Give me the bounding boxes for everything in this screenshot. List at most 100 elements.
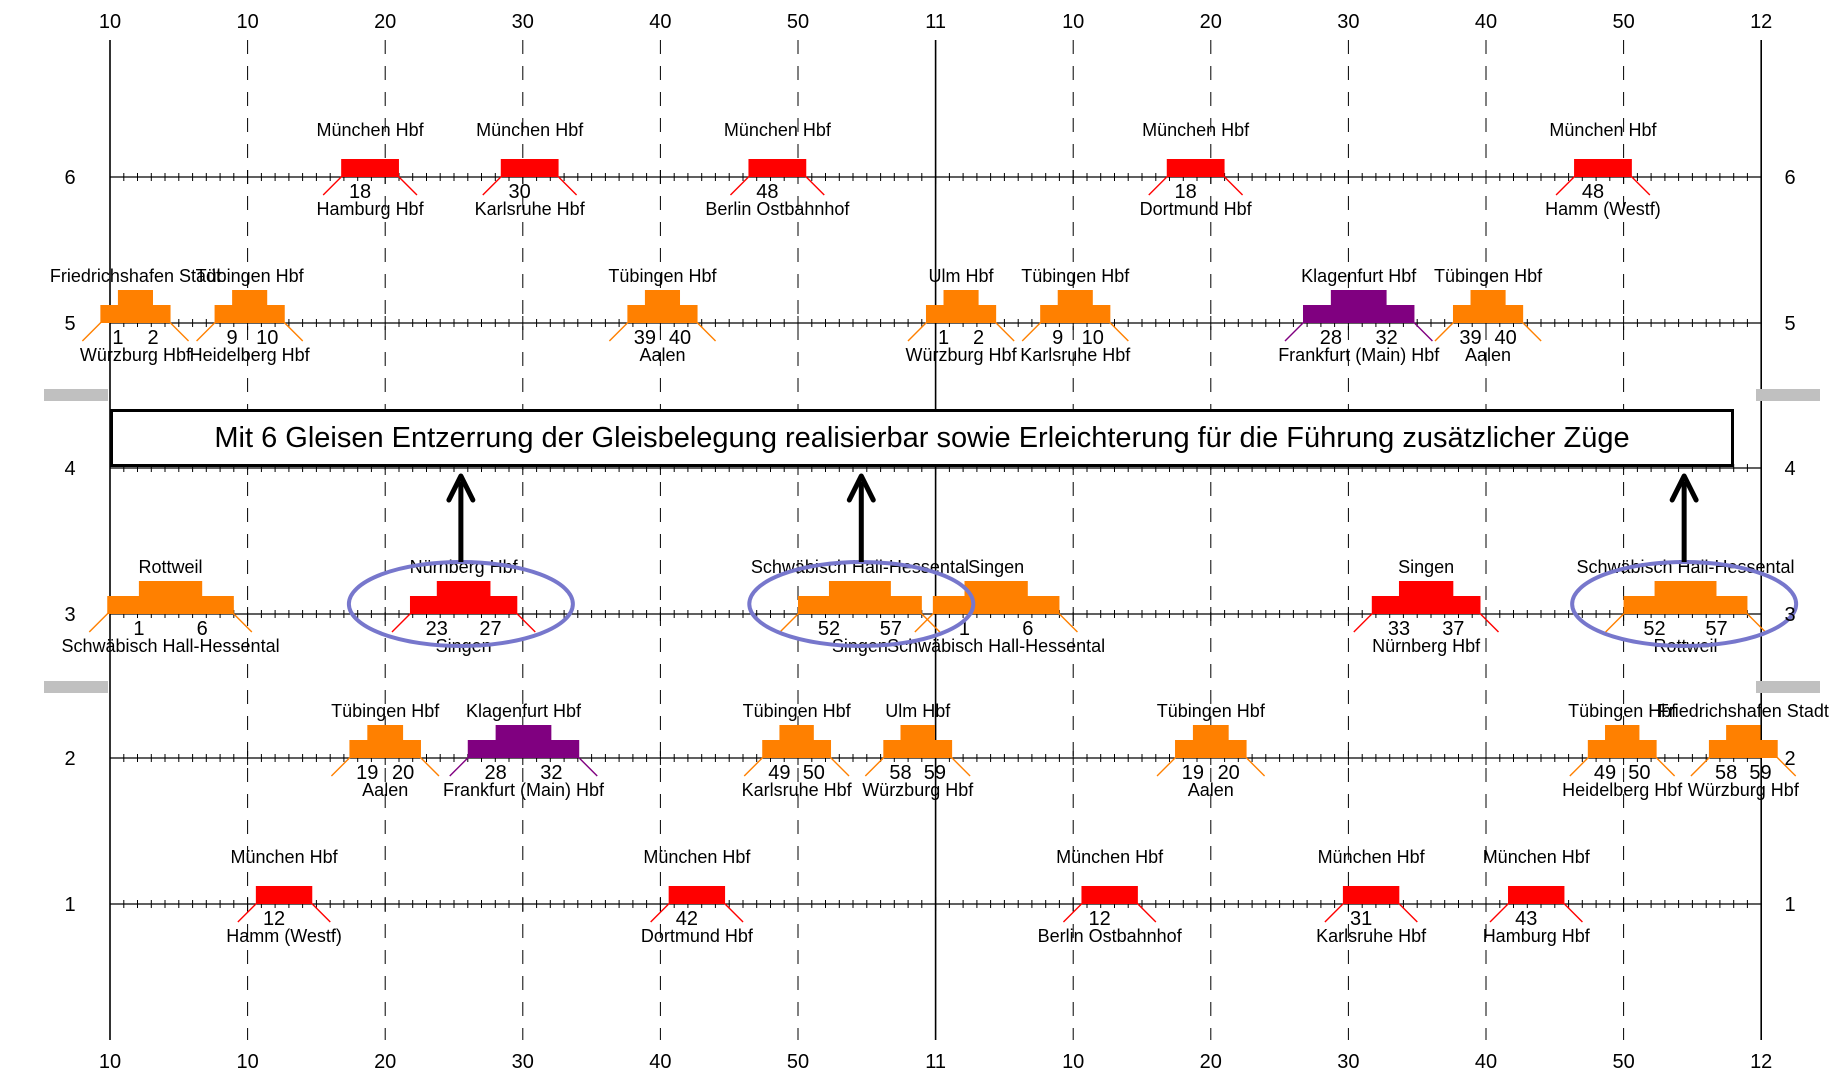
arrival-minute: 23 bbox=[426, 618, 448, 640]
departure-minute: 40 bbox=[669, 327, 691, 349]
minute-label-bottom: 40 bbox=[649, 1051, 671, 1072]
origin-label: München Hbf bbox=[1483, 847, 1591, 867]
origin-label: München Hbf bbox=[1318, 847, 1426, 867]
highlight-markers bbox=[346, 473, 1799, 648]
occupancy-block-top bbox=[117, 290, 153, 306]
arrival-minute: 39 bbox=[1459, 327, 1481, 349]
destination-label: Karlsruhe Hbf bbox=[1316, 926, 1427, 946]
departure-connector bbox=[695, 320, 717, 342]
arrival-minute: 58 bbox=[1715, 762, 1737, 784]
arrival-minute: 30 bbox=[509, 181, 531, 203]
time-grid bbox=[44, 40, 1820, 1040]
minute-label-bottom: 10 bbox=[236, 1051, 258, 1072]
track-label-right: 1 bbox=[1784, 894, 1795, 916]
occupancy-block-top bbox=[943, 290, 979, 306]
occupancy-block-top bbox=[1654, 581, 1717, 597]
departure-connector bbox=[1135, 901, 1157, 923]
departure-connector bbox=[1478, 611, 1499, 633]
arrival-minute: 49 bbox=[768, 762, 790, 784]
arrival-minute: 48 bbox=[756, 181, 778, 203]
arrival-connector bbox=[1489, 901, 1511, 923]
minute-label-top: 30 bbox=[512, 11, 534, 33]
departure-connector bbox=[418, 755, 440, 777]
departure-connector bbox=[396, 174, 418, 196]
origin-label: Friedrichshafen Stadt bbox=[50, 266, 221, 286]
arrival-connector bbox=[1605, 611, 1627, 633]
occupancy-1-25: München Hbf Hamm (Westf)12 bbox=[226, 847, 342, 946]
highlight-arrow-head bbox=[846, 473, 876, 503]
occupancy-block-top bbox=[779, 725, 814, 741]
arrival-minute: 43 bbox=[1515, 908, 1537, 930]
origin-label: Schwäbisch Hall-Hessental bbox=[751, 557, 969, 577]
origin-label: Klagenfurt Hbf bbox=[1301, 266, 1417, 286]
origin-label: Tübingen Hbf bbox=[743, 701, 852, 721]
departure-minute: 6 bbox=[197, 618, 208, 640]
minute-label-top: 12 bbox=[1750, 11, 1772, 33]
destination-label: Hamburg Hbf bbox=[1483, 926, 1591, 946]
minute-label-bottom: 30 bbox=[512, 1051, 534, 1072]
departure-connector bbox=[1411, 320, 1433, 342]
arrival-connector bbox=[1434, 320, 1456, 342]
arrival-connector bbox=[1156, 755, 1178, 777]
departure-minute: 20 bbox=[392, 762, 414, 784]
minute-label-bottom: 20 bbox=[1200, 1051, 1222, 1072]
occupancy-block-top bbox=[644, 290, 681, 306]
minute-label-top: 11 bbox=[925, 11, 946, 33]
arrival-connector bbox=[449, 755, 471, 777]
arrival-minute: 48 bbox=[1582, 181, 1604, 203]
minute-label-top: 30 bbox=[1337, 11, 1359, 33]
occupancy-block-top bbox=[1192, 725, 1229, 741]
departure-minute: 10 bbox=[1082, 327, 1104, 349]
arrival-connector bbox=[81, 320, 103, 342]
occupancy-block bbox=[1623, 596, 1748, 614]
minute-label-top: 40 bbox=[1475, 11, 1497, 33]
minute-label-top: 50 bbox=[1612, 11, 1634, 33]
track-label-left: 5 bbox=[64, 313, 75, 335]
track-label-left: 6 bbox=[64, 167, 75, 189]
occupancy-block bbox=[1452, 305, 1524, 323]
departure-connector bbox=[514, 611, 536, 633]
minute-label-bottom: 40 bbox=[1475, 1051, 1497, 1072]
arrival-minute: 31 bbox=[1350, 908, 1372, 930]
departure-connector bbox=[1654, 755, 1676, 777]
occupancy-block bbox=[409, 596, 518, 614]
departure-connector bbox=[1629, 174, 1651, 196]
arrival-connector bbox=[1284, 320, 1306, 342]
occupancy-block bbox=[255, 886, 313, 904]
callout-text: Mit 6 Gleisen Entzerrung der Gleisbelegu… bbox=[214, 421, 1630, 454]
arrival-minute: 12 bbox=[263, 908, 285, 930]
minute-label-bottom: 50 bbox=[787, 1051, 809, 1072]
departure-minute: 37 bbox=[1442, 618, 1464, 640]
callout-box: Mit 6 Gleisen Entzerrung der Gleisbelegu… bbox=[110, 409, 1734, 467]
origin-label: Nürnberg Hbf bbox=[410, 557, 519, 577]
departure-connector bbox=[993, 320, 1015, 342]
destination-label: Karlsruhe Hbf bbox=[1020, 345, 1131, 365]
destination-label: Würzburg Hbf bbox=[80, 345, 192, 365]
destination-label: Frankfurt (Main) Hbf bbox=[1278, 345, 1440, 365]
departure-connector bbox=[231, 611, 253, 633]
origin-label: München Hbf bbox=[1549, 120, 1657, 140]
occupancy-block bbox=[467, 740, 580, 758]
arrival-minute: 1 bbox=[133, 618, 144, 640]
occupancy-block bbox=[627, 305, 698, 323]
arrival-minute: 42 bbox=[676, 908, 698, 930]
minute-axis: 1010101020203030404050501111101020203030… bbox=[64, 11, 1795, 1072]
origin-label: Singen bbox=[1398, 557, 1454, 577]
arrival-connector bbox=[196, 320, 218, 342]
departure-connector bbox=[803, 174, 825, 196]
departure-minute: 10 bbox=[256, 327, 278, 349]
occupancy-block-top bbox=[367, 725, 404, 741]
origin-label: Tübingen Hbf bbox=[1021, 266, 1130, 286]
